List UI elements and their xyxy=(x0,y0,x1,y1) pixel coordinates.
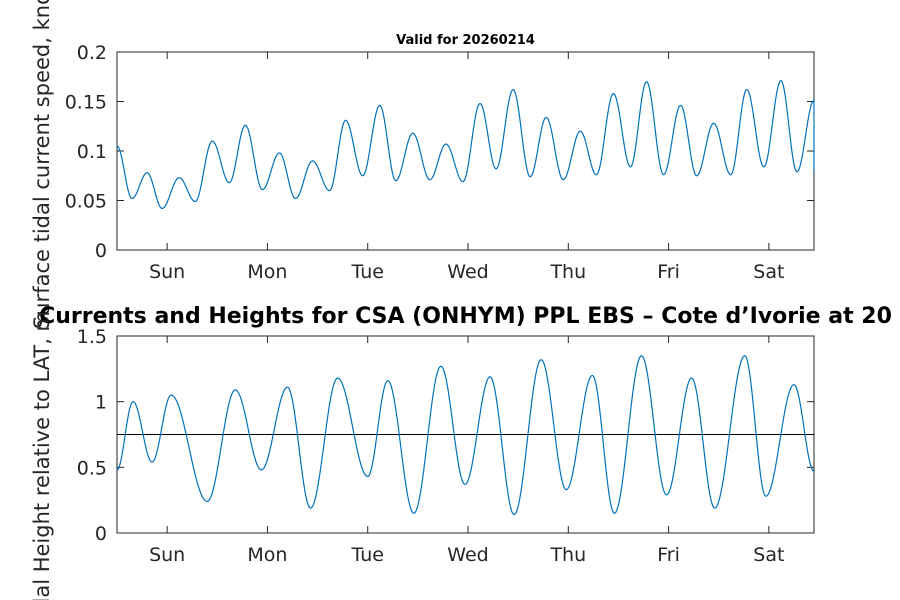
current-speed-x-tick-label: Sat xyxy=(753,261,784,283)
tidal-height-series-line xyxy=(116,355,815,516)
current-speed-y-tick-label: 0 xyxy=(95,240,107,262)
current-speed-plot-area xyxy=(116,51,815,251)
tidal-height-x-tick-label: Fri xyxy=(657,544,680,566)
current-speed-x-tick-label: Tue xyxy=(350,261,383,283)
current-speed-y-ticks: 0 0.05 0.1 0.15 0.2 xyxy=(65,42,814,262)
tidal-height-x-tick-label: Sun xyxy=(149,544,185,566)
current-speed-y-tick-label: 0.2 xyxy=(77,42,107,64)
tidal-height-x-tick-label: Tue xyxy=(350,544,383,566)
tidal-height-series xyxy=(116,355,815,516)
tidal-height-x-tick-label: Thu xyxy=(549,544,586,566)
current-speed-axes: Valid for 20260214 0 0.05 0.1 0.15 0.2 Sun Mo… xyxy=(30,0,815,329)
tidal-height-axes: Currents and Heights for CSA (ONHYM) PPL… xyxy=(30,304,892,600)
tidal-height-title: Currents and Heights for CSA (ONHYM) PPL… xyxy=(39,304,892,329)
current-speed-series xyxy=(116,80,815,210)
current-speed-y-axis-label: Surface tidal current speed, knots xyxy=(30,0,54,329)
tidal-height-y-ticks: 0 0.5 1 1.5 xyxy=(77,326,814,545)
current-speed-x-ticks: Sun Mon Tue Wed Thu Fri Sat xyxy=(149,52,784,283)
tidal-height-x-tick-label: Mon xyxy=(247,544,287,566)
tidal-height-y-tick-label: 1 xyxy=(95,392,107,414)
current-speed-y-tick-label: 0.05 xyxy=(65,191,107,213)
tidal-height-x-tick-label: Sat xyxy=(753,544,784,566)
current-speed-x-tick-label: Sun xyxy=(149,261,185,283)
tidal-height-y-tick-label: 0 xyxy=(95,523,107,545)
current-speed-series-line xyxy=(116,80,815,210)
tidal-height-x-ticks: Sun Mon Tue Wed Thu Fri Sat xyxy=(149,336,784,566)
current-speed-y-tick-label: 0.1 xyxy=(77,141,107,163)
current-speed-x-tick-label: Thu xyxy=(549,261,586,283)
current-speed-x-tick-label: Fri xyxy=(657,261,680,283)
current-speed-x-tick-label: Wed xyxy=(447,261,488,283)
current-speed-title: Valid for 20260214 xyxy=(396,33,535,48)
tidal-height-y-axis-label: Tidal Height relative to LAT, m xyxy=(30,311,54,600)
tidal-height-x-tick-label: Wed xyxy=(447,544,488,566)
current-speed-y-tick-label: 0.15 xyxy=(65,92,107,114)
current-speed-x-tick-label: Mon xyxy=(247,261,287,283)
tidal-height-y-tick-label: 0.5 xyxy=(77,457,107,479)
tidal-height-y-tick-label: 1.5 xyxy=(77,326,107,348)
